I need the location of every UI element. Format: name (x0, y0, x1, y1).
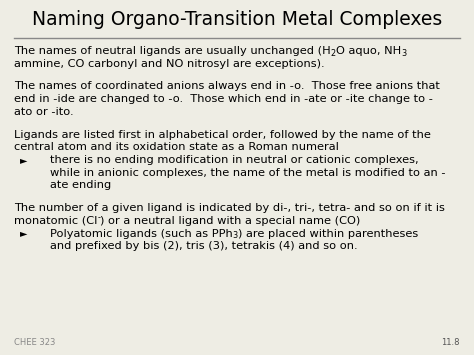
Text: -: - (97, 213, 100, 222)
Text: end in -ide are changed to -o.  Those which end in -ate or -ite change to -: end in -ide are changed to -o. Those whi… (14, 94, 433, 104)
Text: Ligands are listed first in alphabetical order, followed by the name of the: Ligands are listed first in alphabetical… (14, 130, 431, 140)
Text: ►: ► (20, 229, 27, 239)
Text: ) are placed within parentheses: ) are placed within parentheses (238, 229, 418, 239)
Text: there is no ending modification in neutral or cationic complexes,: there is no ending modification in neutr… (50, 155, 419, 165)
Text: The names of coordinated anions always end in -o.  Those free anions that: The names of coordinated anions always e… (14, 81, 440, 92)
Text: 3: 3 (233, 231, 238, 240)
Text: central atom and its oxidation state as a Roman numeral: central atom and its oxidation state as … (14, 142, 339, 152)
Text: ate ending: ate ending (50, 180, 111, 190)
Text: ►: ► (20, 155, 27, 165)
Text: ammine, CO carbonyl and NO nitrosyl are exceptions).: ammine, CO carbonyl and NO nitrosyl are … (14, 59, 325, 69)
Text: 11.8: 11.8 (441, 338, 460, 347)
Text: The number of a given ligand is indicated by di-, tri-, tetra- and so on if it i: The number of a given ligand is indicate… (14, 203, 445, 213)
Text: Naming Organo-Transition Metal Complexes: Naming Organo-Transition Metal Complexes (32, 10, 442, 29)
Text: while in anionic complexes, the name of the metal is modified to an -: while in anionic complexes, the name of … (50, 168, 446, 178)
Text: ato or -ito.: ato or -ito. (14, 107, 73, 117)
Text: 2: 2 (331, 49, 336, 58)
Text: monatomic (Cl: monatomic (Cl (14, 216, 97, 226)
Text: and prefixed by bis (2), tris (3), tetrakis (4) and so on.: and prefixed by bis (2), tris (3), tetra… (50, 241, 357, 251)
Text: O aquo, NH: O aquo, NH (336, 46, 401, 56)
Text: ) or a neutral ligand with a special name (CO): ) or a neutral ligand with a special nam… (100, 216, 361, 226)
Text: CHEE 323: CHEE 323 (14, 338, 55, 347)
Text: The names of neutral ligands are usually unchanged (H: The names of neutral ligands are usually… (14, 46, 331, 56)
Text: Polyatomic ligands (such as PPh: Polyatomic ligands (such as PPh (50, 229, 233, 239)
Text: 3: 3 (401, 49, 406, 58)
